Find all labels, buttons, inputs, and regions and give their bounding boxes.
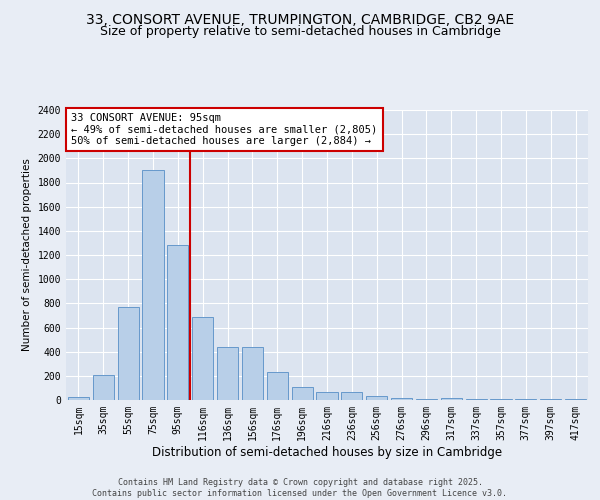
Bar (167, 246, 188, 400)
X-axis label: Distribution of semi-detached houses by size in Cambridge: Distribution of semi-detached houses by … (152, 446, 502, 458)
Bar (391, 398, 412, 400)
Bar (441, 398, 462, 400)
Bar (341, 392, 362, 400)
Bar (416, 399, 437, 400)
Bar (68, 398, 89, 400)
Bar (267, 372, 288, 400)
Bar (316, 392, 338, 400)
Bar (93, 375, 114, 400)
Bar (242, 348, 263, 400)
Text: Contains HM Land Registry data © Crown copyright and database right 2025.
Contai: Contains HM Land Registry data © Crown c… (92, 478, 508, 498)
Bar (142, 170, 164, 400)
Text: 33, CONSORT AVENUE, TRUMPINGTON, CAMBRIDGE, CB2 9AE: 33, CONSORT AVENUE, TRUMPINGTON, CAMBRID… (86, 12, 514, 26)
Y-axis label: Number of semi-detached properties: Number of semi-detached properties (22, 158, 32, 352)
Text: 33 CONSORT AVENUE: 95sqm
← 49% of semi-detached houses are smaller (2,805)
50% o: 33 CONSORT AVENUE: 95sqm ← 49% of semi-d… (71, 113, 377, 146)
Text: Size of property relative to semi-detached houses in Cambridge: Size of property relative to semi-detach… (100, 25, 500, 38)
Bar (192, 316, 213, 400)
Bar (292, 388, 313, 400)
Bar (217, 348, 238, 400)
Bar (366, 396, 387, 400)
Bar (118, 307, 139, 400)
